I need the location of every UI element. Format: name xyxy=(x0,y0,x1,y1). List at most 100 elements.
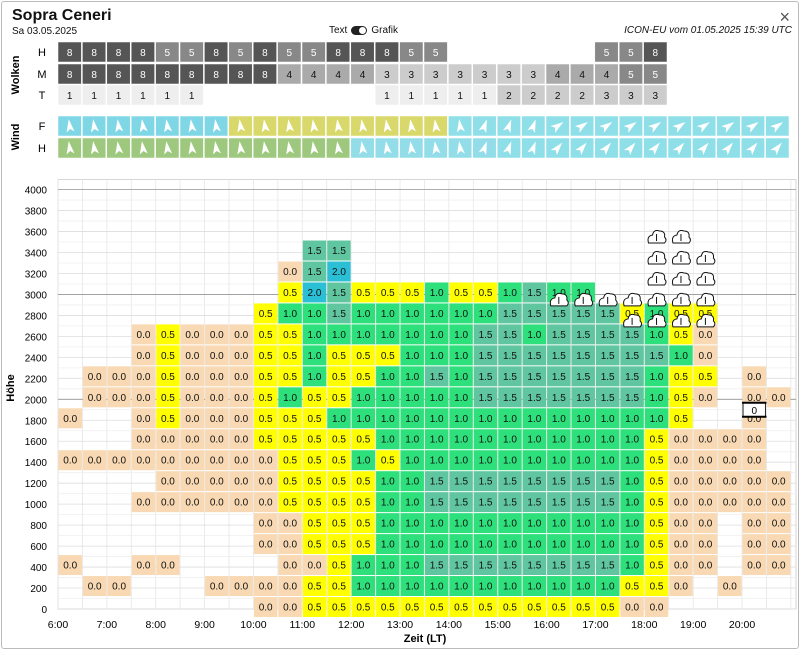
cloud-cell-value: 5 xyxy=(189,48,195,59)
heat-cell-value: 1.5 xyxy=(552,309,566,320)
heat-cell-value: 0.5 xyxy=(332,603,346,614)
heat-cell-value: 1.5 xyxy=(576,351,590,362)
cloud-cell xyxy=(130,41,155,63)
heat-cell xyxy=(302,303,327,324)
heat-cell xyxy=(327,576,351,597)
heat-cell-value: 0.5 xyxy=(308,414,322,425)
heat-cell-value: 1.5 xyxy=(332,309,346,320)
heat-cell-value: 0.5 xyxy=(259,372,273,383)
heat-cell-value: 1.0 xyxy=(356,561,370,572)
heat-cell-value: 0.0 xyxy=(210,456,224,467)
heat-cell xyxy=(473,555,498,576)
heat-cell-value: 0.0 xyxy=(234,477,248,488)
cloud-cell-value: 5 xyxy=(311,48,317,59)
heat-cell xyxy=(644,324,669,345)
heat-cell xyxy=(400,492,424,513)
cloud-cell-value: 1 xyxy=(165,91,171,102)
cloud-cell xyxy=(204,63,229,85)
heat-cell xyxy=(620,555,644,576)
y-tick-label: 2400 xyxy=(25,353,48,364)
heat-cell-value: 0.5 xyxy=(283,288,297,299)
toggle-switch[interactable] xyxy=(351,26,368,35)
cloud-cell-value: 2 xyxy=(555,91,561,102)
cloud-cell-value: 1 xyxy=(67,91,73,102)
heat-cell-value: 1.5 xyxy=(576,477,590,488)
heat-cell-value: 0.0 xyxy=(747,393,761,404)
special-marker-label: 0 xyxy=(751,406,757,417)
heat-cell-value: 1.0 xyxy=(576,435,590,446)
heat-cell-value: 0.0 xyxy=(698,435,712,446)
heat-cell xyxy=(449,471,473,492)
heat-cell xyxy=(327,324,351,345)
wind-arrow-icon xyxy=(527,141,536,156)
cloud-cell-value: 8 xyxy=(67,70,73,81)
y-tick-label: 2600 xyxy=(25,332,48,343)
heat-cell xyxy=(498,534,522,555)
heat-cell-value: 1.5 xyxy=(527,351,541,362)
heat-cell-value: 1.0 xyxy=(552,519,566,530)
y-tick-label: 800 xyxy=(30,521,47,532)
heat-cell xyxy=(547,408,571,429)
heat-cell xyxy=(351,324,376,345)
wind-arrow-icon xyxy=(770,121,784,133)
cloud-cell xyxy=(277,41,302,63)
heat-cell-value: 0.0 xyxy=(88,582,102,593)
heat-cell xyxy=(253,597,278,617)
heat-cell-value: 0.5 xyxy=(356,603,370,614)
heat-cell xyxy=(376,324,400,345)
wind-arrow-icon xyxy=(408,141,417,155)
heat-cell xyxy=(547,471,571,492)
heat-cell-value: 1.5 xyxy=(479,498,493,509)
cloud-cell-value: 8 xyxy=(91,48,97,59)
heat-cell-value: 0.5 xyxy=(552,603,566,614)
heat-cell xyxy=(498,492,522,513)
wind-arrow-icon xyxy=(164,141,173,155)
heat-cell-value: 0.5 xyxy=(308,477,322,488)
heat-cell-value: 0.5 xyxy=(283,414,297,425)
heat-cell-value: 0.5 xyxy=(356,498,370,509)
cloud-cell-value: 1 xyxy=(409,91,415,102)
cloud-cell xyxy=(252,63,277,85)
heat-cell-value: 1.5 xyxy=(552,351,566,362)
heat-cell xyxy=(351,366,376,387)
heat-cell xyxy=(351,555,376,576)
wind-arrow-icon xyxy=(503,141,512,156)
heat-cell xyxy=(595,345,620,366)
heat-cell xyxy=(522,576,547,597)
heat-cell-value: 0.0 xyxy=(283,519,297,530)
close-icon[interactable]: × xyxy=(779,7,790,27)
cloud-cell xyxy=(399,84,424,106)
wind-arrow-icon xyxy=(408,119,417,133)
heat-cell-value: 1.0 xyxy=(503,414,517,425)
heat-cell-value: 0.0 xyxy=(747,477,761,488)
wind-arrow-icon xyxy=(697,142,709,156)
heat-cell xyxy=(742,492,766,513)
heat-cell xyxy=(205,471,229,492)
heat-cell-value: 1.5 xyxy=(527,393,541,404)
heat-cell xyxy=(131,408,156,429)
heat-cell xyxy=(498,555,522,576)
y-tick-label: 0 xyxy=(41,605,47,616)
heat-cell-value: 0.5 xyxy=(259,414,273,425)
wind-arrow-icon xyxy=(503,119,512,134)
heat-cell-value: 0.5 xyxy=(283,477,297,488)
heat-cell-value: 0.5 xyxy=(479,288,493,299)
heat-cell xyxy=(400,471,424,492)
y-tick-label: 1400 xyxy=(25,458,48,469)
heat-cell xyxy=(253,387,278,408)
heat-cell-value: 1.0 xyxy=(381,330,395,341)
heat-cell-value: 1.5 xyxy=(430,498,444,509)
heat-cell-value: 0.5 xyxy=(161,330,175,341)
heat-cell xyxy=(571,366,595,387)
heat-cell-value: 1.5 xyxy=(332,246,346,257)
view-toggle[interactable]: Text Grafik xyxy=(329,25,398,36)
heat-cell xyxy=(131,387,156,408)
heat-cell-value: 0.5 xyxy=(650,561,664,572)
y-tick-label: 4000 xyxy=(25,186,48,197)
cloud-cell xyxy=(301,41,326,63)
heat-cell xyxy=(180,366,205,387)
heat-cell xyxy=(376,597,400,617)
heat-cell xyxy=(58,408,82,429)
heat-cell-value: 0.5 xyxy=(503,603,517,614)
heat-cell xyxy=(205,492,229,513)
